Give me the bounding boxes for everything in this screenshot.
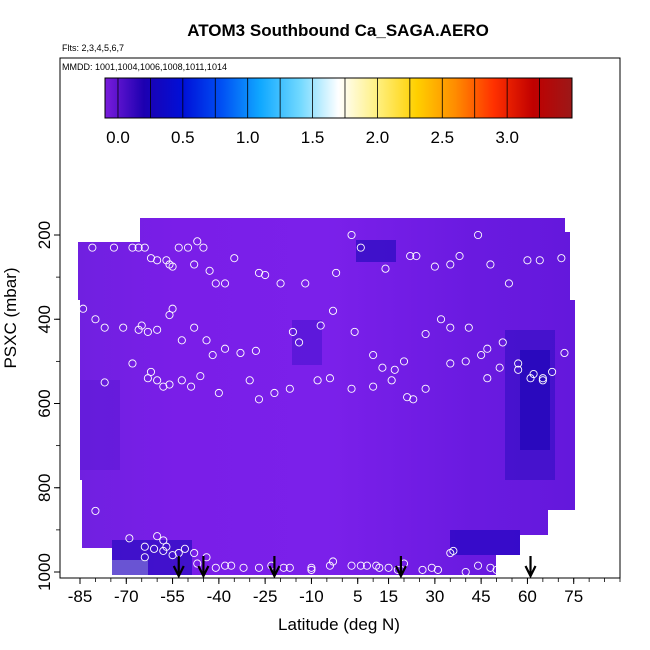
colorbar-tick-label: 0.5 (171, 128, 195, 147)
x-tick-label: 5 (353, 587, 362, 606)
x-tick-label: -70 (114, 587, 139, 606)
colorbar-tick-label: 3.0 (495, 128, 519, 147)
elevated-patch-ne-core (520, 350, 550, 450)
sample-point (564, 552, 571, 559)
colorbar (105, 78, 572, 118)
x-tick-label: -40 (207, 587, 232, 606)
flights-label: Flts: 2,3,4,5,6,7 (62, 43, 124, 53)
x-axis-label: Latitude (deg N) (278, 615, 400, 634)
sample-point (592, 314, 599, 321)
x-tick-label: -10 (299, 587, 324, 606)
chart-title: ATOM3 Southbound Ca_SAGA.AERO (187, 21, 489, 40)
dates-label: MMDD: 1001,1004,1006,1008,1011,1014 (62, 62, 227, 72)
y-tick-label: 1000 (35, 553, 54, 591)
x-tick-label: -85 (68, 587, 93, 606)
sample-point (592, 507, 599, 514)
x-tick-label: 45 (472, 587, 491, 606)
y-tick-label: 400 (35, 305, 54, 333)
x-tick-label: -55 (160, 587, 185, 606)
colorbar-tick-label: 2.5 (430, 128, 454, 147)
colorbar-tick-label: 2.0 (366, 128, 390, 147)
y-axis-label: PSXC (mbar) (1, 267, 20, 368)
chart-canvas: ATOM3 Southbound Ca_SAGA.AERO Flts: 2,3,… (0, 0, 650, 650)
elevated-patch-south-surface (112, 540, 192, 575)
y-tick-label: 800 (35, 474, 54, 502)
sample-point (586, 231, 593, 238)
x-tick-label: -25 (253, 587, 278, 606)
x-axis-ticks: -85 -70 -55 -40 -25 -10 5 15 30 45 60 75 (68, 578, 620, 606)
sample-point (508, 566, 515, 573)
colorbar-ticks: 0.0 0.5 1.0 1.5 2.0 2.5 3.0 (106, 128, 519, 147)
y-tick-label: 200 (35, 221, 54, 249)
x-tick-label: 30 (425, 587, 444, 606)
x-tick-label: 15 (379, 587, 398, 606)
colorbar-tick-label: 0.0 (106, 128, 130, 147)
elevated-patch-north-surface (450, 530, 520, 555)
sample-point (595, 231, 602, 238)
sample-point (579, 309, 586, 316)
y-tick-label: 600 (35, 389, 54, 417)
x-tick-label: 60 (518, 587, 537, 606)
colorbar-tick-label: 1.5 (301, 128, 325, 147)
y-axis-ticks: 1000 800 600 400 200 (35, 221, 60, 591)
sample-point (539, 562, 546, 569)
elevated-patch-west (80, 380, 120, 470)
heatmap-field (78, 218, 602, 576)
colorbar-tick-label: 1.0 (236, 128, 260, 147)
heatmap-region (78, 218, 575, 575)
x-tick-label: 75 (564, 587, 583, 606)
